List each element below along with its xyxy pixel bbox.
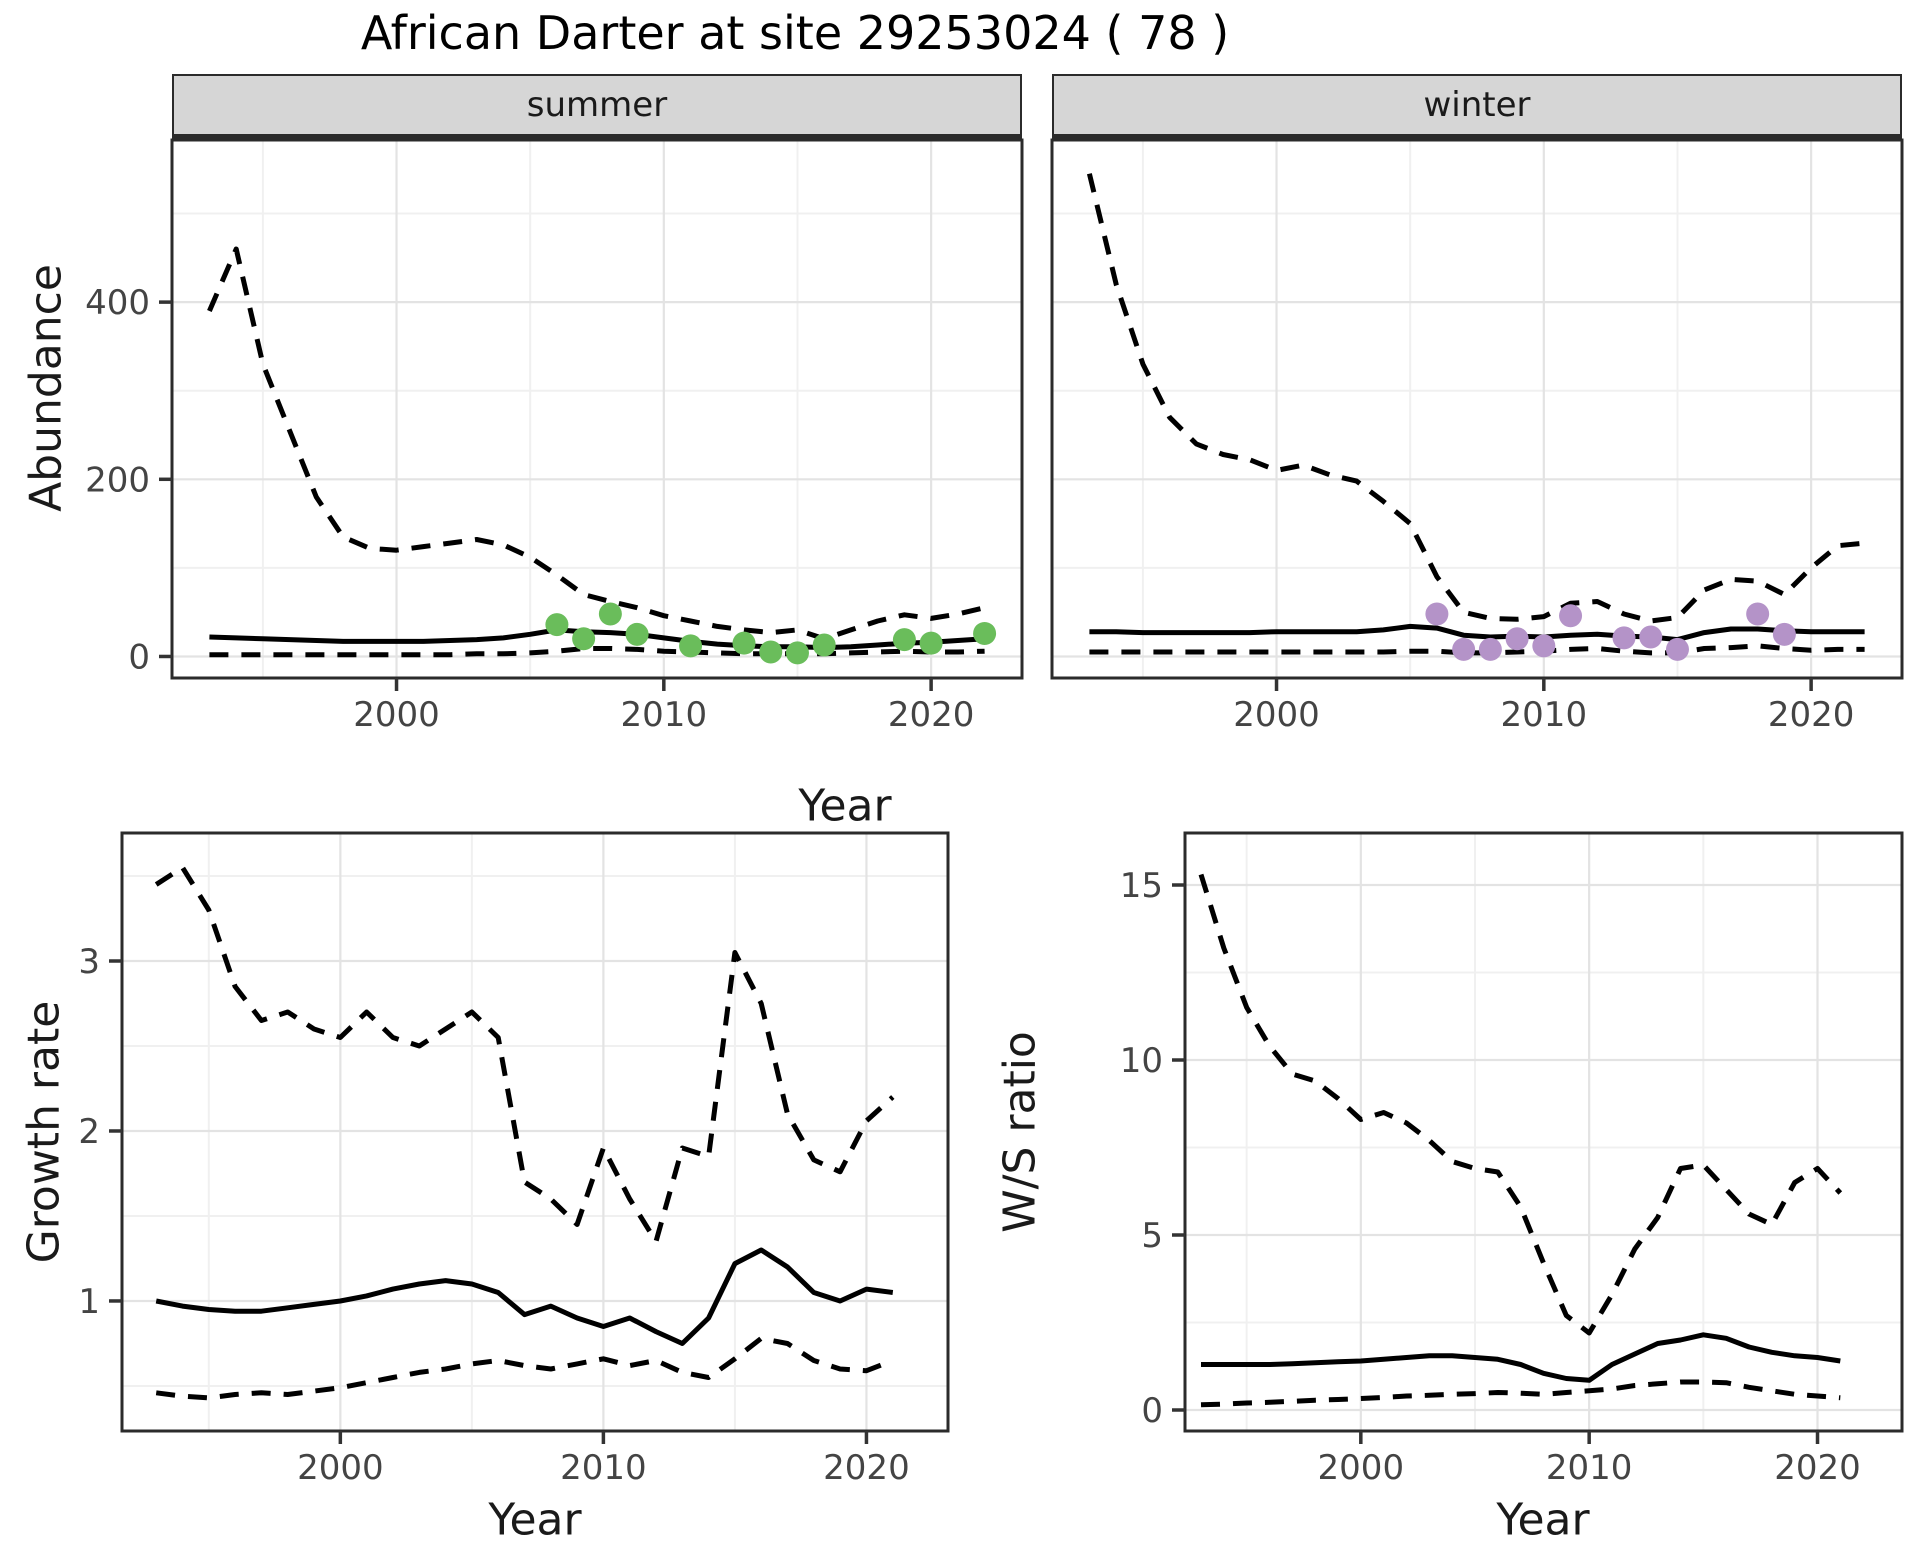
series-mean (1089, 623, 1865, 643)
observed-counts-point (1772, 622, 1796, 646)
observed-counts-point (572, 627, 596, 651)
panel-background (172, 140, 1022, 678)
observed-counts-point (598, 602, 622, 626)
y-tick-label: 5 (1141, 1216, 1163, 1256)
page-title: African Darter at site 29253024 ( 78 ) (360, 6, 1230, 60)
observed-counts-point (1505, 627, 1529, 651)
x-tick-label: 2000 (1233, 695, 1320, 735)
observed-counts-point (545, 613, 569, 637)
series-mean (209, 627, 985, 651)
y-tick-label: 400 (85, 283, 150, 323)
series-upper_ci (154, 865, 895, 1244)
observed-counts-point (1478, 637, 1502, 661)
y-tick-label: 10 (1120, 1041, 1163, 1081)
y-tick-label: 3 (78, 942, 100, 982)
series-mean (1201, 1332, 1841, 1383)
observed-counts-point (973, 621, 997, 645)
panel-growth: 2000 2010 2020 1 2 3 (78, 831, 950, 1488)
observed-counts-point (1425, 602, 1449, 626)
x-tick-label: 2000 (353, 695, 440, 735)
observed-counts-point (1559, 604, 1583, 628)
observed-counts-point (1746, 602, 1770, 626)
panel-border (1183, 831, 1904, 1433)
y-tick-label: 1 (78, 1282, 100, 1322)
y-tick-label: 0 (1141, 1391, 1163, 1431)
observed-counts-point (679, 634, 703, 658)
series-upper_ci (207, 246, 986, 642)
series-lower_ci (1200, 1379, 1841, 1408)
panel-ws: 2000 2010 2020 0 5 10 15 (1120, 831, 1904, 1488)
axis-title-year-top: Year (798, 780, 892, 832)
x-tick-label: 2010 (560, 1448, 647, 1488)
x-tick-label: 2020 (1768, 695, 1855, 735)
observed-counts-point (1665, 637, 1689, 661)
x-tick-label: 2020 (1774, 1448, 1861, 1488)
x-tick-label: 2000 (1318, 1448, 1405, 1488)
observed-counts-point (812, 633, 836, 657)
panel-border (170, 138, 1024, 680)
axis-title-year-bottom-right: Year (1496, 1494, 1590, 1546)
series-lower_ci (209, 646, 985, 658)
y-tick-label: 2 (78, 1112, 100, 1152)
axis-title-abundance: Abundance (20, 264, 72, 512)
x-tick-label: 2010 (621, 695, 708, 735)
facet-strip-summer: summer (172, 74, 1022, 140)
observed-counts-point (1612, 626, 1636, 650)
panel-background (1185, 833, 1902, 1431)
y-tick-label: 15 (1120, 866, 1163, 906)
y-tick-label: 0 (128, 637, 150, 677)
observed-counts-point (759, 640, 783, 664)
x-tick-label: 2010 (1546, 1448, 1633, 1488)
observed-counts-point (892, 628, 916, 652)
observed-counts-point (732, 631, 756, 655)
x-tick-label: 2020 (823, 1448, 910, 1488)
panel-border (1050, 138, 1904, 680)
facet-label-summer: summer (526, 85, 668, 125)
series-upper_ci (1086, 173, 1865, 624)
panel-background (1052, 140, 1902, 678)
facet-label-winter: winter (1423, 85, 1531, 125)
observed-counts-point (785, 641, 809, 665)
observed-counts-point (1452, 637, 1476, 661)
observed-counts-point (625, 622, 649, 646)
axis-title-growth-rate: Growth rate (18, 1000, 70, 1264)
axis-title-ws-ratio: W/S ratio (994, 1031, 1046, 1233)
observed-counts-point (919, 631, 943, 655)
panel-winter: 2000 2010 2020 (1050, 138, 1904, 735)
series-lower_ci (1089, 643, 1865, 656)
observed-counts-point (1532, 634, 1556, 658)
series-mean (155, 1247, 894, 1346)
y-tick-label: 200 (85, 460, 150, 500)
facet-strip-winter: winter (1052, 74, 1902, 140)
x-tick-label: 2020 (888, 695, 975, 735)
observed-counts-point (1639, 625, 1663, 649)
x-tick-label: 2010 (1501, 695, 1588, 735)
axis-title-year-bottom-left: Year (488, 1494, 582, 1546)
panel-summer: 2000 2010 2020 0 200 400 (85, 138, 1024, 735)
x-tick-label: 2000 (297, 1448, 384, 1488)
series-upper_ci (1198, 873, 1843, 1336)
